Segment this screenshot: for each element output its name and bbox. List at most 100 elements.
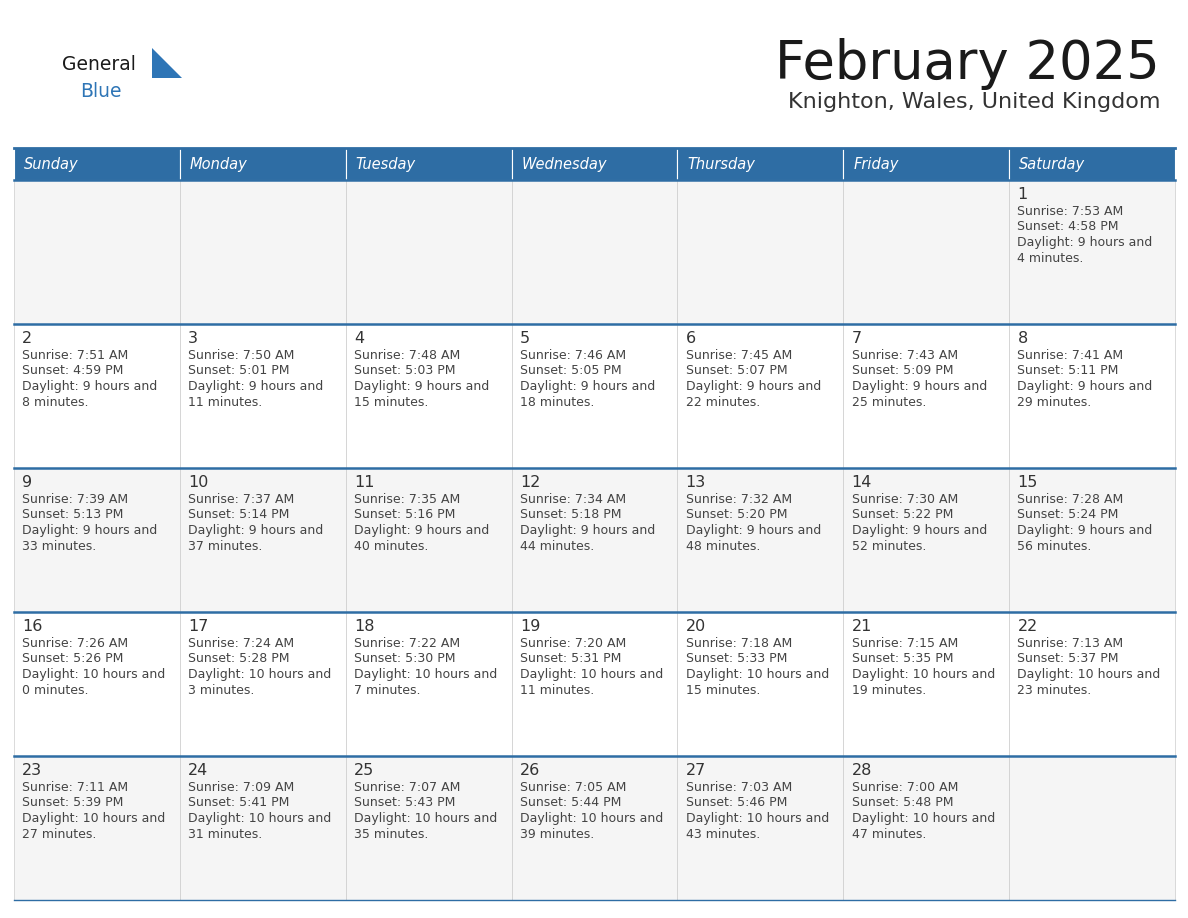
Text: 47 minutes.: 47 minutes. [852, 827, 925, 841]
Text: Sunrise: 7:26 AM: Sunrise: 7:26 AM [23, 637, 128, 650]
Text: Daylight: 10 hours and: Daylight: 10 hours and [188, 812, 331, 825]
Text: Sunset: 5:26 PM: Sunset: 5:26 PM [23, 653, 124, 666]
Text: 21: 21 [852, 619, 872, 634]
Text: Daylight: 9 hours and: Daylight: 9 hours and [1017, 236, 1152, 249]
Text: Daylight: 9 hours and: Daylight: 9 hours and [1017, 380, 1152, 393]
FancyBboxPatch shape [843, 180, 1009, 324]
Text: Daylight: 10 hours and: Daylight: 10 hours and [685, 668, 829, 681]
Text: Daylight: 10 hours and: Daylight: 10 hours and [852, 668, 994, 681]
Text: Daylight: 9 hours and: Daylight: 9 hours and [520, 524, 655, 537]
Text: Sunrise: 7:34 AM: Sunrise: 7:34 AM [520, 493, 626, 506]
FancyBboxPatch shape [512, 468, 677, 612]
Text: Sunset: 5:30 PM: Sunset: 5:30 PM [354, 653, 455, 666]
Text: Sunrise: 7:46 AM: Sunrise: 7:46 AM [520, 349, 626, 362]
Text: Sunset: 5:16 PM: Sunset: 5:16 PM [354, 509, 455, 521]
Text: Sunrise: 7:09 AM: Sunrise: 7:09 AM [188, 781, 295, 794]
Text: Daylight: 10 hours and: Daylight: 10 hours and [354, 668, 498, 681]
FancyBboxPatch shape [843, 324, 1009, 468]
Text: 15 minutes.: 15 minutes. [685, 684, 760, 697]
Text: Sunset: 5:37 PM: Sunset: 5:37 PM [1017, 653, 1119, 666]
Text: Daylight: 9 hours and: Daylight: 9 hours and [354, 380, 489, 393]
Text: 40 minutes.: 40 minutes. [354, 540, 429, 553]
Text: Daylight: 9 hours and: Daylight: 9 hours and [852, 380, 987, 393]
Text: Daylight: 9 hours and: Daylight: 9 hours and [852, 524, 987, 537]
Text: Sunrise: 7:00 AM: Sunrise: 7:00 AM [852, 781, 958, 794]
FancyBboxPatch shape [677, 324, 843, 468]
Text: General: General [62, 55, 135, 74]
Text: Sunrise: 7:41 AM: Sunrise: 7:41 AM [1017, 349, 1124, 362]
Text: Sunset: 5:35 PM: Sunset: 5:35 PM [852, 653, 953, 666]
Text: Wednesday: Wednesday [522, 156, 607, 172]
Text: 3 minutes.: 3 minutes. [188, 684, 254, 697]
Text: Sunset: 5:41 PM: Sunset: 5:41 PM [188, 797, 290, 810]
Text: Daylight: 10 hours and: Daylight: 10 hours and [1017, 668, 1161, 681]
Text: Daylight: 9 hours and: Daylight: 9 hours and [188, 524, 323, 537]
FancyBboxPatch shape [1009, 180, 1175, 324]
FancyBboxPatch shape [14, 756, 179, 900]
Text: Daylight: 10 hours and: Daylight: 10 hours and [520, 668, 663, 681]
FancyBboxPatch shape [14, 180, 179, 324]
Text: 10: 10 [188, 475, 209, 490]
Text: Sunset: 5:03 PM: Sunset: 5:03 PM [354, 364, 455, 377]
Text: 39 minutes.: 39 minutes. [520, 827, 594, 841]
Text: Sunrise: 7:24 AM: Sunrise: 7:24 AM [188, 637, 295, 650]
FancyBboxPatch shape [14, 324, 179, 468]
Text: Sunrise: 7:13 AM: Sunrise: 7:13 AM [1017, 637, 1124, 650]
Text: 7 minutes.: 7 minutes. [354, 684, 421, 697]
Text: Sunrise: 7:11 AM: Sunrise: 7:11 AM [23, 781, 128, 794]
Text: Sunrise: 7:53 AM: Sunrise: 7:53 AM [1017, 205, 1124, 218]
FancyBboxPatch shape [179, 612, 346, 756]
Text: Sunrise: 7:48 AM: Sunrise: 7:48 AM [354, 349, 460, 362]
Text: Thursday: Thursday [688, 156, 756, 172]
Text: Sunset: 5:48 PM: Sunset: 5:48 PM [852, 797, 953, 810]
Text: Daylight: 9 hours and: Daylight: 9 hours and [685, 380, 821, 393]
Text: 17: 17 [188, 619, 209, 634]
FancyBboxPatch shape [843, 756, 1009, 900]
Text: Sunrise: 7:32 AM: Sunrise: 7:32 AM [685, 493, 792, 506]
Text: 19 minutes.: 19 minutes. [852, 684, 925, 697]
Text: Sunrise: 7:43 AM: Sunrise: 7:43 AM [852, 349, 958, 362]
Text: Sunset: 5:39 PM: Sunset: 5:39 PM [23, 797, 124, 810]
Text: 2: 2 [23, 331, 32, 346]
Text: February 2025: February 2025 [776, 38, 1159, 90]
Text: 19: 19 [520, 619, 541, 634]
FancyBboxPatch shape [179, 756, 346, 900]
FancyBboxPatch shape [512, 148, 677, 180]
FancyBboxPatch shape [1009, 756, 1175, 900]
Text: 12: 12 [520, 475, 541, 490]
Text: 35 minutes.: 35 minutes. [354, 827, 429, 841]
Text: 22 minutes.: 22 minutes. [685, 396, 760, 409]
Text: 8: 8 [1017, 331, 1028, 346]
FancyBboxPatch shape [512, 612, 677, 756]
Text: Daylight: 9 hours and: Daylight: 9 hours and [188, 380, 323, 393]
Text: Sunset: 5:11 PM: Sunset: 5:11 PM [1017, 364, 1119, 377]
FancyBboxPatch shape [346, 468, 512, 612]
FancyBboxPatch shape [179, 180, 346, 324]
Text: Sunday: Sunday [24, 156, 78, 172]
Text: Daylight: 10 hours and: Daylight: 10 hours and [23, 812, 165, 825]
Text: 11: 11 [354, 475, 374, 490]
Text: Daylight: 10 hours and: Daylight: 10 hours and [852, 812, 994, 825]
FancyBboxPatch shape [677, 756, 843, 900]
Text: Tuesday: Tuesday [355, 156, 416, 172]
Text: Daylight: 9 hours and: Daylight: 9 hours and [520, 380, 655, 393]
Text: Sunrise: 7:18 AM: Sunrise: 7:18 AM [685, 637, 792, 650]
Text: 8 minutes.: 8 minutes. [23, 396, 89, 409]
FancyBboxPatch shape [1009, 468, 1175, 612]
FancyBboxPatch shape [843, 468, 1009, 612]
Text: Daylight: 9 hours and: Daylight: 9 hours and [23, 524, 158, 537]
Text: 14: 14 [852, 475, 872, 490]
Text: Sunset: 5:31 PM: Sunset: 5:31 PM [520, 653, 621, 666]
Text: Sunrise: 7:22 AM: Sunrise: 7:22 AM [354, 637, 460, 650]
Text: Sunset: 4:59 PM: Sunset: 4:59 PM [23, 364, 124, 377]
Text: Sunset: 5:28 PM: Sunset: 5:28 PM [188, 653, 290, 666]
Text: Knighton, Wales, United Kingdom: Knighton, Wales, United Kingdom [788, 92, 1159, 112]
Text: 28: 28 [852, 763, 872, 778]
FancyBboxPatch shape [14, 148, 179, 180]
Text: Sunset: 5:46 PM: Sunset: 5:46 PM [685, 797, 788, 810]
Text: 48 minutes.: 48 minutes. [685, 540, 760, 553]
Text: 56 minutes.: 56 minutes. [1017, 540, 1092, 553]
Text: 23: 23 [23, 763, 43, 778]
Text: Sunset: 5:18 PM: Sunset: 5:18 PM [520, 509, 621, 521]
Text: Sunrise: 7:07 AM: Sunrise: 7:07 AM [354, 781, 461, 794]
